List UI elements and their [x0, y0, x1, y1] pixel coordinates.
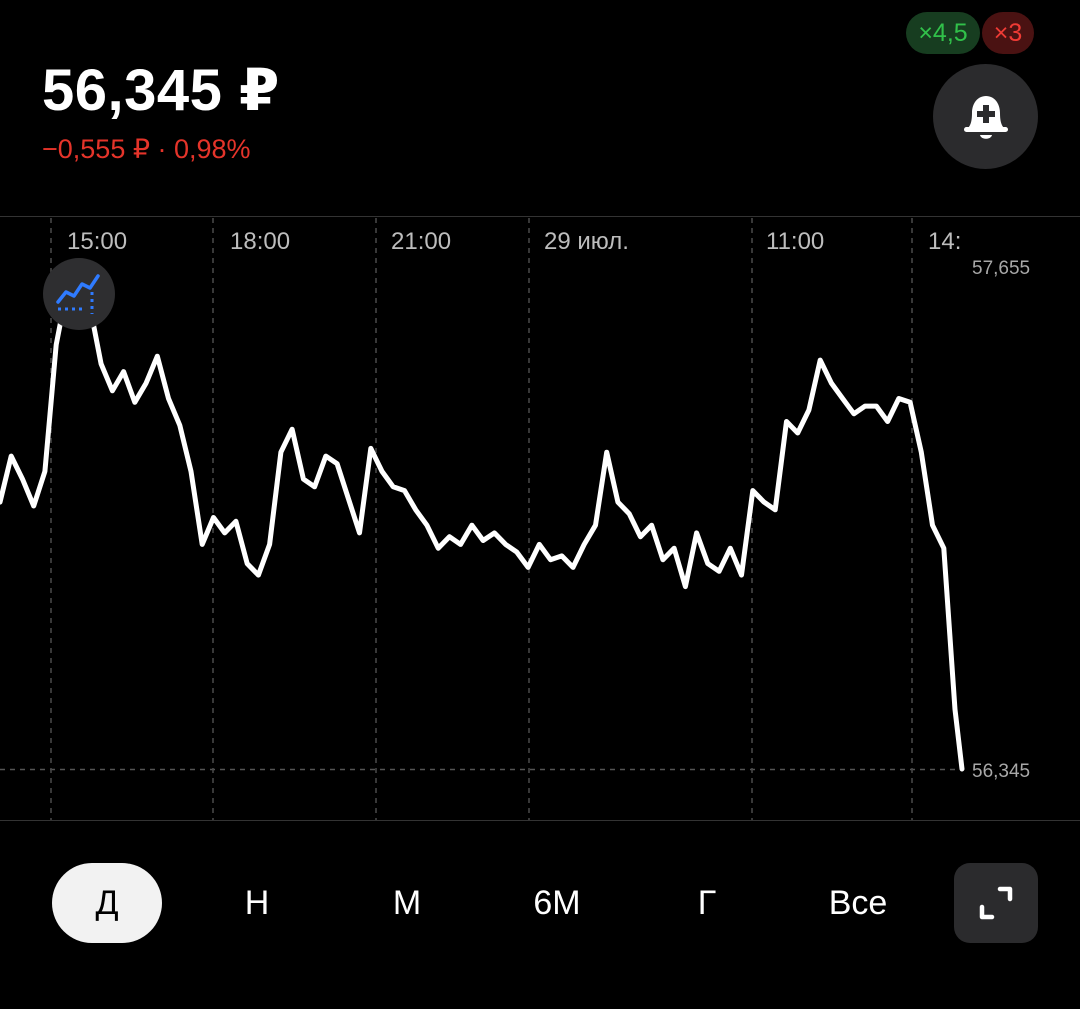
- indicators-button[interactable]: [43, 258, 115, 330]
- leverage-short-badge: ×3: [982, 12, 1034, 54]
- price-alert-button[interactable]: [933, 64, 1038, 169]
- x-tick-label: 14:: [928, 228, 961, 255]
- current-price: 56,345 ₽: [42, 58, 280, 123]
- price-series-line: [0, 265, 965, 772]
- expand-icon: [979, 886, 1013, 920]
- x-tick-label: 29 июл.: [544, 228, 629, 255]
- period-tab-all[interactable]: Все: [828, 884, 888, 922]
- x-tick-label: 18:00: [230, 228, 290, 255]
- y-tick-label: 56,345: [972, 761, 1030, 782]
- chart-indicator-icon: [56, 274, 100, 314]
- x-tick-label: 21:00: [391, 228, 451, 255]
- period-tab-week[interactable]: Н: [244, 884, 270, 922]
- period-tab-day[interactable]: Д: [52, 863, 162, 943]
- period-tab-month[interactable]: М: [392, 884, 422, 922]
- period-tab-6-months[interactable]: 6М: [533, 884, 581, 922]
- x-tick-label: 11:00: [766, 228, 824, 255]
- leverage-long-badge: ×4,5: [906, 12, 980, 54]
- x-tick-label: 15:00: [67, 228, 127, 255]
- price-change: −0,555 ₽ · 0,98%: [42, 134, 251, 164]
- bell-plus-icon: [963, 95, 1008, 139]
- fullscreen-button[interactable]: [954, 863, 1038, 943]
- y-tick-label: 57,655: [972, 258, 1030, 279]
- period-tab-year[interactable]: Г: [697, 884, 717, 922]
- price-chart[interactable]: 15:00 18:00 21:00 29 июл. 11:00 14: 57,655 56,…: [0, 0, 1080, 830]
